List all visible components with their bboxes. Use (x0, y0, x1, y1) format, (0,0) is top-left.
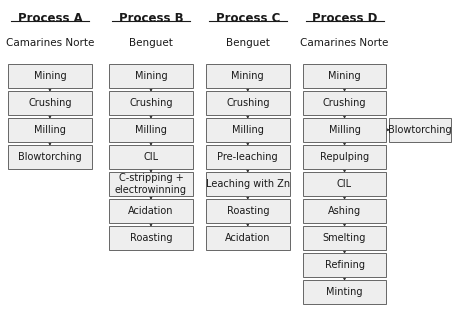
FancyBboxPatch shape (109, 145, 193, 169)
Text: Mining: Mining (135, 71, 167, 81)
Text: Process B: Process B (118, 12, 183, 25)
Text: Benguet: Benguet (226, 38, 270, 48)
Text: Minting: Minting (326, 287, 363, 297)
Text: Repulping: Repulping (320, 152, 369, 162)
Text: Leaching with Zn: Leaching with Zn (206, 179, 290, 189)
FancyBboxPatch shape (206, 226, 290, 250)
Text: Milling: Milling (135, 125, 167, 135)
FancyBboxPatch shape (302, 253, 386, 277)
Text: Camarines Norte: Camarines Norte (6, 38, 94, 48)
Text: CIL: CIL (144, 152, 158, 162)
Text: Acidation: Acidation (225, 233, 271, 243)
Text: Acidation: Acidation (128, 206, 174, 216)
Text: Crushing: Crushing (226, 98, 270, 108)
Text: Mining: Mining (231, 71, 264, 81)
Text: Benguet: Benguet (129, 38, 173, 48)
FancyBboxPatch shape (206, 199, 290, 223)
Text: Smelting: Smelting (323, 233, 366, 243)
FancyBboxPatch shape (8, 118, 92, 142)
Text: Crushing: Crushing (129, 98, 173, 108)
FancyBboxPatch shape (206, 145, 290, 169)
Text: Process C: Process C (216, 12, 280, 25)
Text: Process D: Process D (312, 12, 377, 25)
FancyBboxPatch shape (206, 172, 290, 196)
Text: Camarines Norte: Camarines Norte (301, 38, 389, 48)
FancyBboxPatch shape (206, 118, 290, 142)
Text: Roasting: Roasting (130, 233, 172, 243)
FancyBboxPatch shape (302, 64, 386, 88)
Text: C-stripping +
electrowinning: C-stripping + electrowinning (115, 173, 187, 195)
FancyBboxPatch shape (302, 199, 386, 223)
Text: Refining: Refining (325, 260, 365, 270)
Text: Milling: Milling (232, 125, 264, 135)
Text: Crushing: Crushing (323, 98, 366, 108)
Text: Mining: Mining (328, 71, 361, 81)
FancyBboxPatch shape (206, 91, 290, 115)
FancyBboxPatch shape (109, 226, 193, 250)
FancyBboxPatch shape (302, 226, 386, 250)
FancyBboxPatch shape (8, 145, 92, 169)
Text: CIL: CIL (337, 179, 352, 189)
Text: Milling: Milling (34, 125, 66, 135)
Text: Milling: Milling (328, 125, 360, 135)
FancyBboxPatch shape (8, 91, 92, 115)
Text: Process A: Process A (18, 12, 82, 25)
FancyBboxPatch shape (109, 118, 193, 142)
FancyBboxPatch shape (109, 199, 193, 223)
FancyBboxPatch shape (206, 64, 290, 88)
FancyBboxPatch shape (302, 118, 386, 142)
FancyBboxPatch shape (109, 172, 193, 196)
Text: Roasting: Roasting (227, 206, 269, 216)
FancyBboxPatch shape (302, 172, 386, 196)
Text: Ashing: Ashing (328, 206, 361, 216)
Text: Blowtorching: Blowtorching (388, 125, 452, 135)
FancyBboxPatch shape (8, 64, 92, 88)
FancyBboxPatch shape (302, 145, 386, 169)
FancyBboxPatch shape (302, 91, 386, 115)
FancyBboxPatch shape (109, 64, 193, 88)
Text: Mining: Mining (34, 71, 66, 81)
FancyBboxPatch shape (109, 91, 193, 115)
FancyBboxPatch shape (389, 118, 451, 142)
Text: Pre-leaching: Pre-leaching (218, 152, 278, 162)
Text: Blowtorching: Blowtorching (18, 152, 82, 162)
FancyBboxPatch shape (302, 280, 386, 304)
Text: Crushing: Crushing (28, 98, 72, 108)
